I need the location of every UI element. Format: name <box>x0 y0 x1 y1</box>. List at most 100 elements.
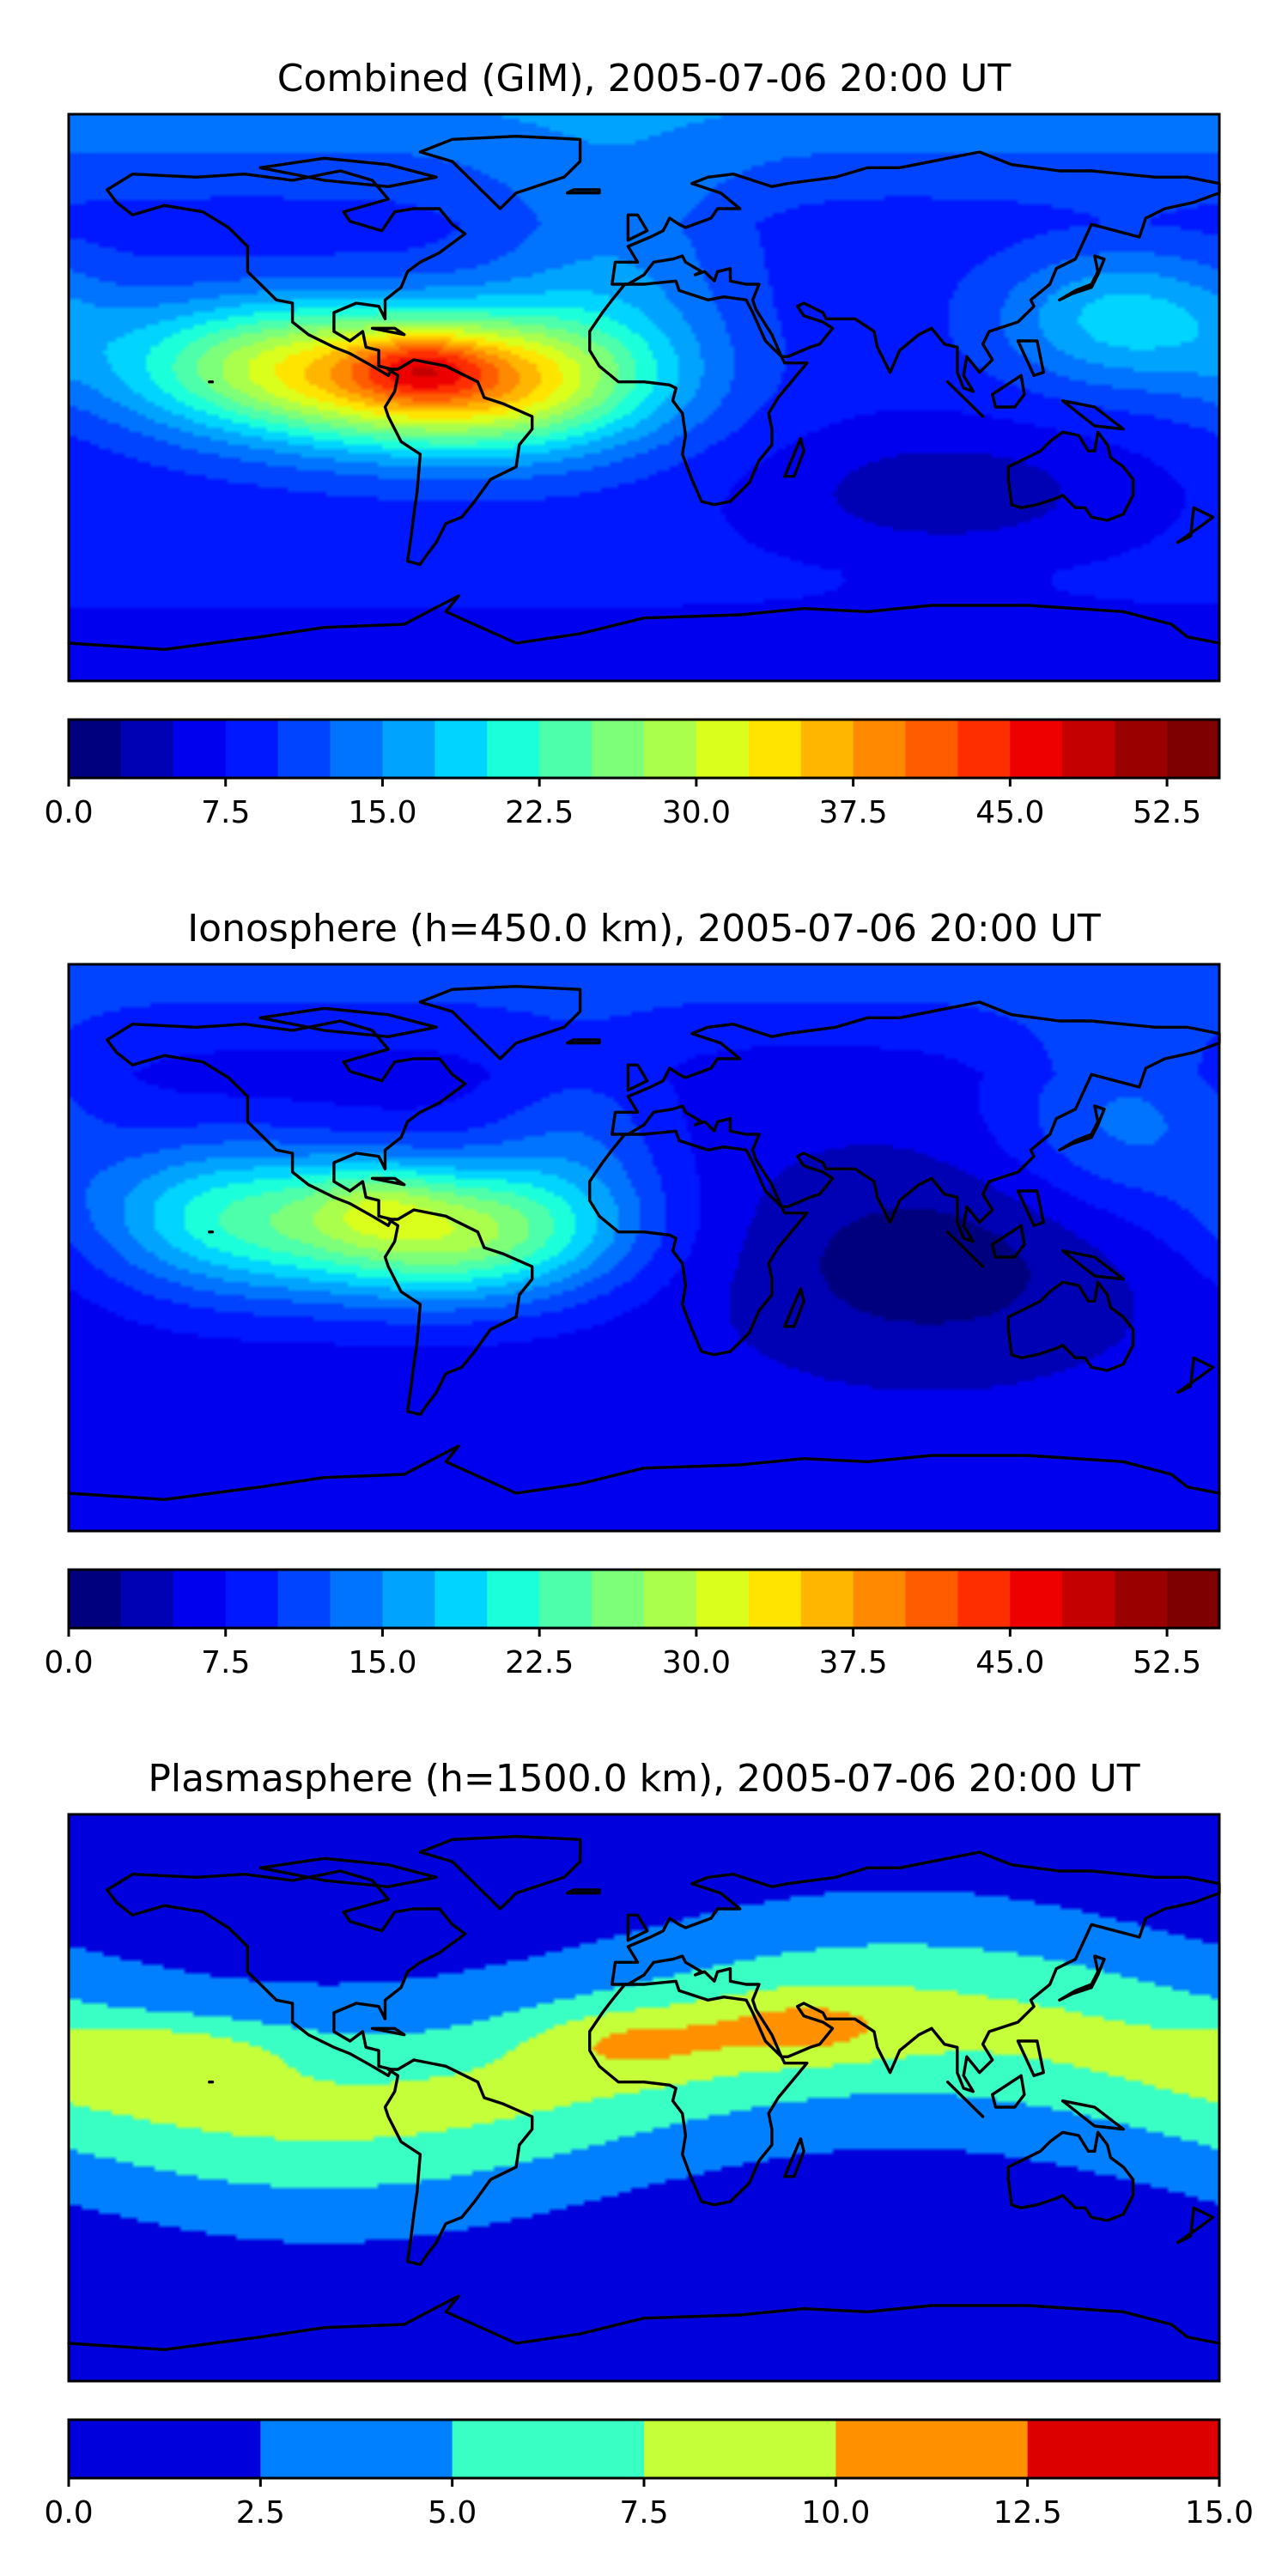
coastline <box>106 1869 467 2077</box>
coastline <box>106 169 467 377</box>
coastline <box>1016 339 1045 377</box>
colorbar-segment <box>592 1570 645 1628</box>
colorbar-segment <box>173 720 227 778</box>
colorbar-tick-label: 45.0 <box>975 1645 1044 1680</box>
coastline <box>1176 2206 1215 2245</box>
coastline <box>258 1856 438 1888</box>
colorbar-tick-label: 52.5 <box>1133 795 1201 830</box>
colorbar-segment <box>748 720 802 778</box>
colorbar-tick-label: 7.5 <box>201 795 250 830</box>
coastline <box>1006 1280 1135 1372</box>
colorbar-segment <box>260 2420 453 2478</box>
map-frame <box>67 963 1221 1533</box>
colorbar-segment <box>1167 1570 1220 1628</box>
colorbar-segment <box>382 720 435 778</box>
colorbar-segment <box>853 720 907 778</box>
coastline <box>626 1913 649 1942</box>
colorbar-segment <box>277 1570 331 1628</box>
coastline <box>1058 254 1106 301</box>
coastline <box>370 2026 406 2037</box>
colorbar-segment <box>800 720 854 778</box>
colorbar-segment <box>1027 2420 1220 2478</box>
coastline <box>418 1835 582 1911</box>
coastline <box>611 150 1221 393</box>
panel-1: Ionosphere (h=450.0 km), 2005-07-06 20:0… <box>44 907 1221 1680</box>
colorbar-segment <box>1010 1570 1063 1628</box>
colorbar-segment <box>69 1570 122 1628</box>
colorbar-segment <box>957 720 1011 778</box>
coastline <box>370 326 406 337</box>
colorbar-segment <box>69 720 122 778</box>
colorbar-tick-label: 52.5 <box>1133 1645 1201 1680</box>
coastline <box>1006 430 1135 522</box>
colorbar-segment <box>835 2420 1029 2478</box>
coastline <box>588 279 809 507</box>
colorbar-segment <box>644 720 697 778</box>
coastline <box>611 1850 1221 2093</box>
colorbar-segment <box>487 720 540 778</box>
panel-title: Plasmasphere (h=1500.0 km), 2005-07-06 2… <box>148 1757 1139 1801</box>
colorbar-segment <box>277 720 331 778</box>
colorbar-segment <box>539 1570 592 1628</box>
colorbar-tick-label: 0.0 <box>44 1645 93 1680</box>
colorbar: 0.0 2.5 5.0 7.5 10.0 12.5 15.0 <box>44 2418 1254 2530</box>
coastline <box>783 437 805 478</box>
colorbar-segment <box>1010 720 1063 778</box>
colorbar-segment <box>225 720 279 778</box>
colorbar-tick-label: 0.0 <box>44 2495 93 2530</box>
colorbar-tick-label: 10.0 <box>801 2495 870 2530</box>
colorbar-tick-label: 22.5 <box>505 795 574 830</box>
coastline <box>1006 2130 1135 2222</box>
colorbar-segment <box>853 1570 907 1628</box>
colorbar-tick-label: 37.5 <box>819 795 888 830</box>
coastline <box>588 1979 809 2207</box>
coastline <box>626 213 649 242</box>
colorbar-tick-label: 37.5 <box>819 1645 888 1680</box>
colorbar-segment <box>957 1570 1011 1628</box>
colorbar-segment <box>905 720 959 778</box>
colorbar: 0.0 7.5 15.0 22.5 30.0 37.5 45.0 52.5 <box>44 1568 1221 1680</box>
colorbar-segment <box>487 1570 540 1628</box>
colorbar-tick-label: 15.0 <box>348 795 416 830</box>
coastline <box>783 2137 805 2178</box>
colorbar-segment <box>1167 720 1220 778</box>
coastline <box>370 1176 406 1187</box>
coastline <box>67 594 1221 651</box>
coastline <box>383 2058 534 2266</box>
coastline <box>566 188 601 195</box>
colorbar-segment <box>173 1570 227 1628</box>
colorbar-segment <box>330 1570 384 1628</box>
coastline <box>945 380 985 418</box>
heatmap-field <box>69 114 1219 681</box>
coastline <box>258 1006 438 1038</box>
colorbar-segment <box>330 720 384 778</box>
colorbar-segment <box>644 1570 697 1628</box>
coastline <box>383 358 534 566</box>
colorbar-tick-label: 22.5 <box>505 1645 574 1680</box>
colorbar-tick-label: 0.0 <box>44 795 93 830</box>
panel-title: Combined (GIM), 2005-07-06 20:00 UT <box>277 57 1012 100</box>
colorbar-segment <box>120 1570 174 1628</box>
coastline <box>106 1019 467 1227</box>
colorbar-segment <box>69 2420 261 2478</box>
colorbar-tick-label: 15.0 <box>1185 2495 1254 2530</box>
colorbar-tick-label: 7.5 <box>201 1645 250 1680</box>
coastline <box>418 985 582 1060</box>
colorbar-segment <box>539 720 592 778</box>
coastline <box>1060 2099 1125 2131</box>
coastline <box>1016 1189 1045 1227</box>
coastlines <box>67 135 1221 651</box>
coastline <box>1060 399 1125 431</box>
colorbar-tick-label: 15.0 <box>348 1645 416 1680</box>
colorbar-segment <box>434 720 488 778</box>
coastline <box>566 1888 601 1895</box>
coastline <box>258 156 438 188</box>
coastline <box>67 2294 1221 2351</box>
colorbar-segment <box>452 2420 645 2478</box>
heatmap-field <box>69 964 1219 1531</box>
coastline <box>945 2081 985 2118</box>
coastlines <box>67 985 1221 1501</box>
colorbar-tick-label: 30.0 <box>662 1645 731 1680</box>
coastline <box>1176 1356 1215 1394</box>
